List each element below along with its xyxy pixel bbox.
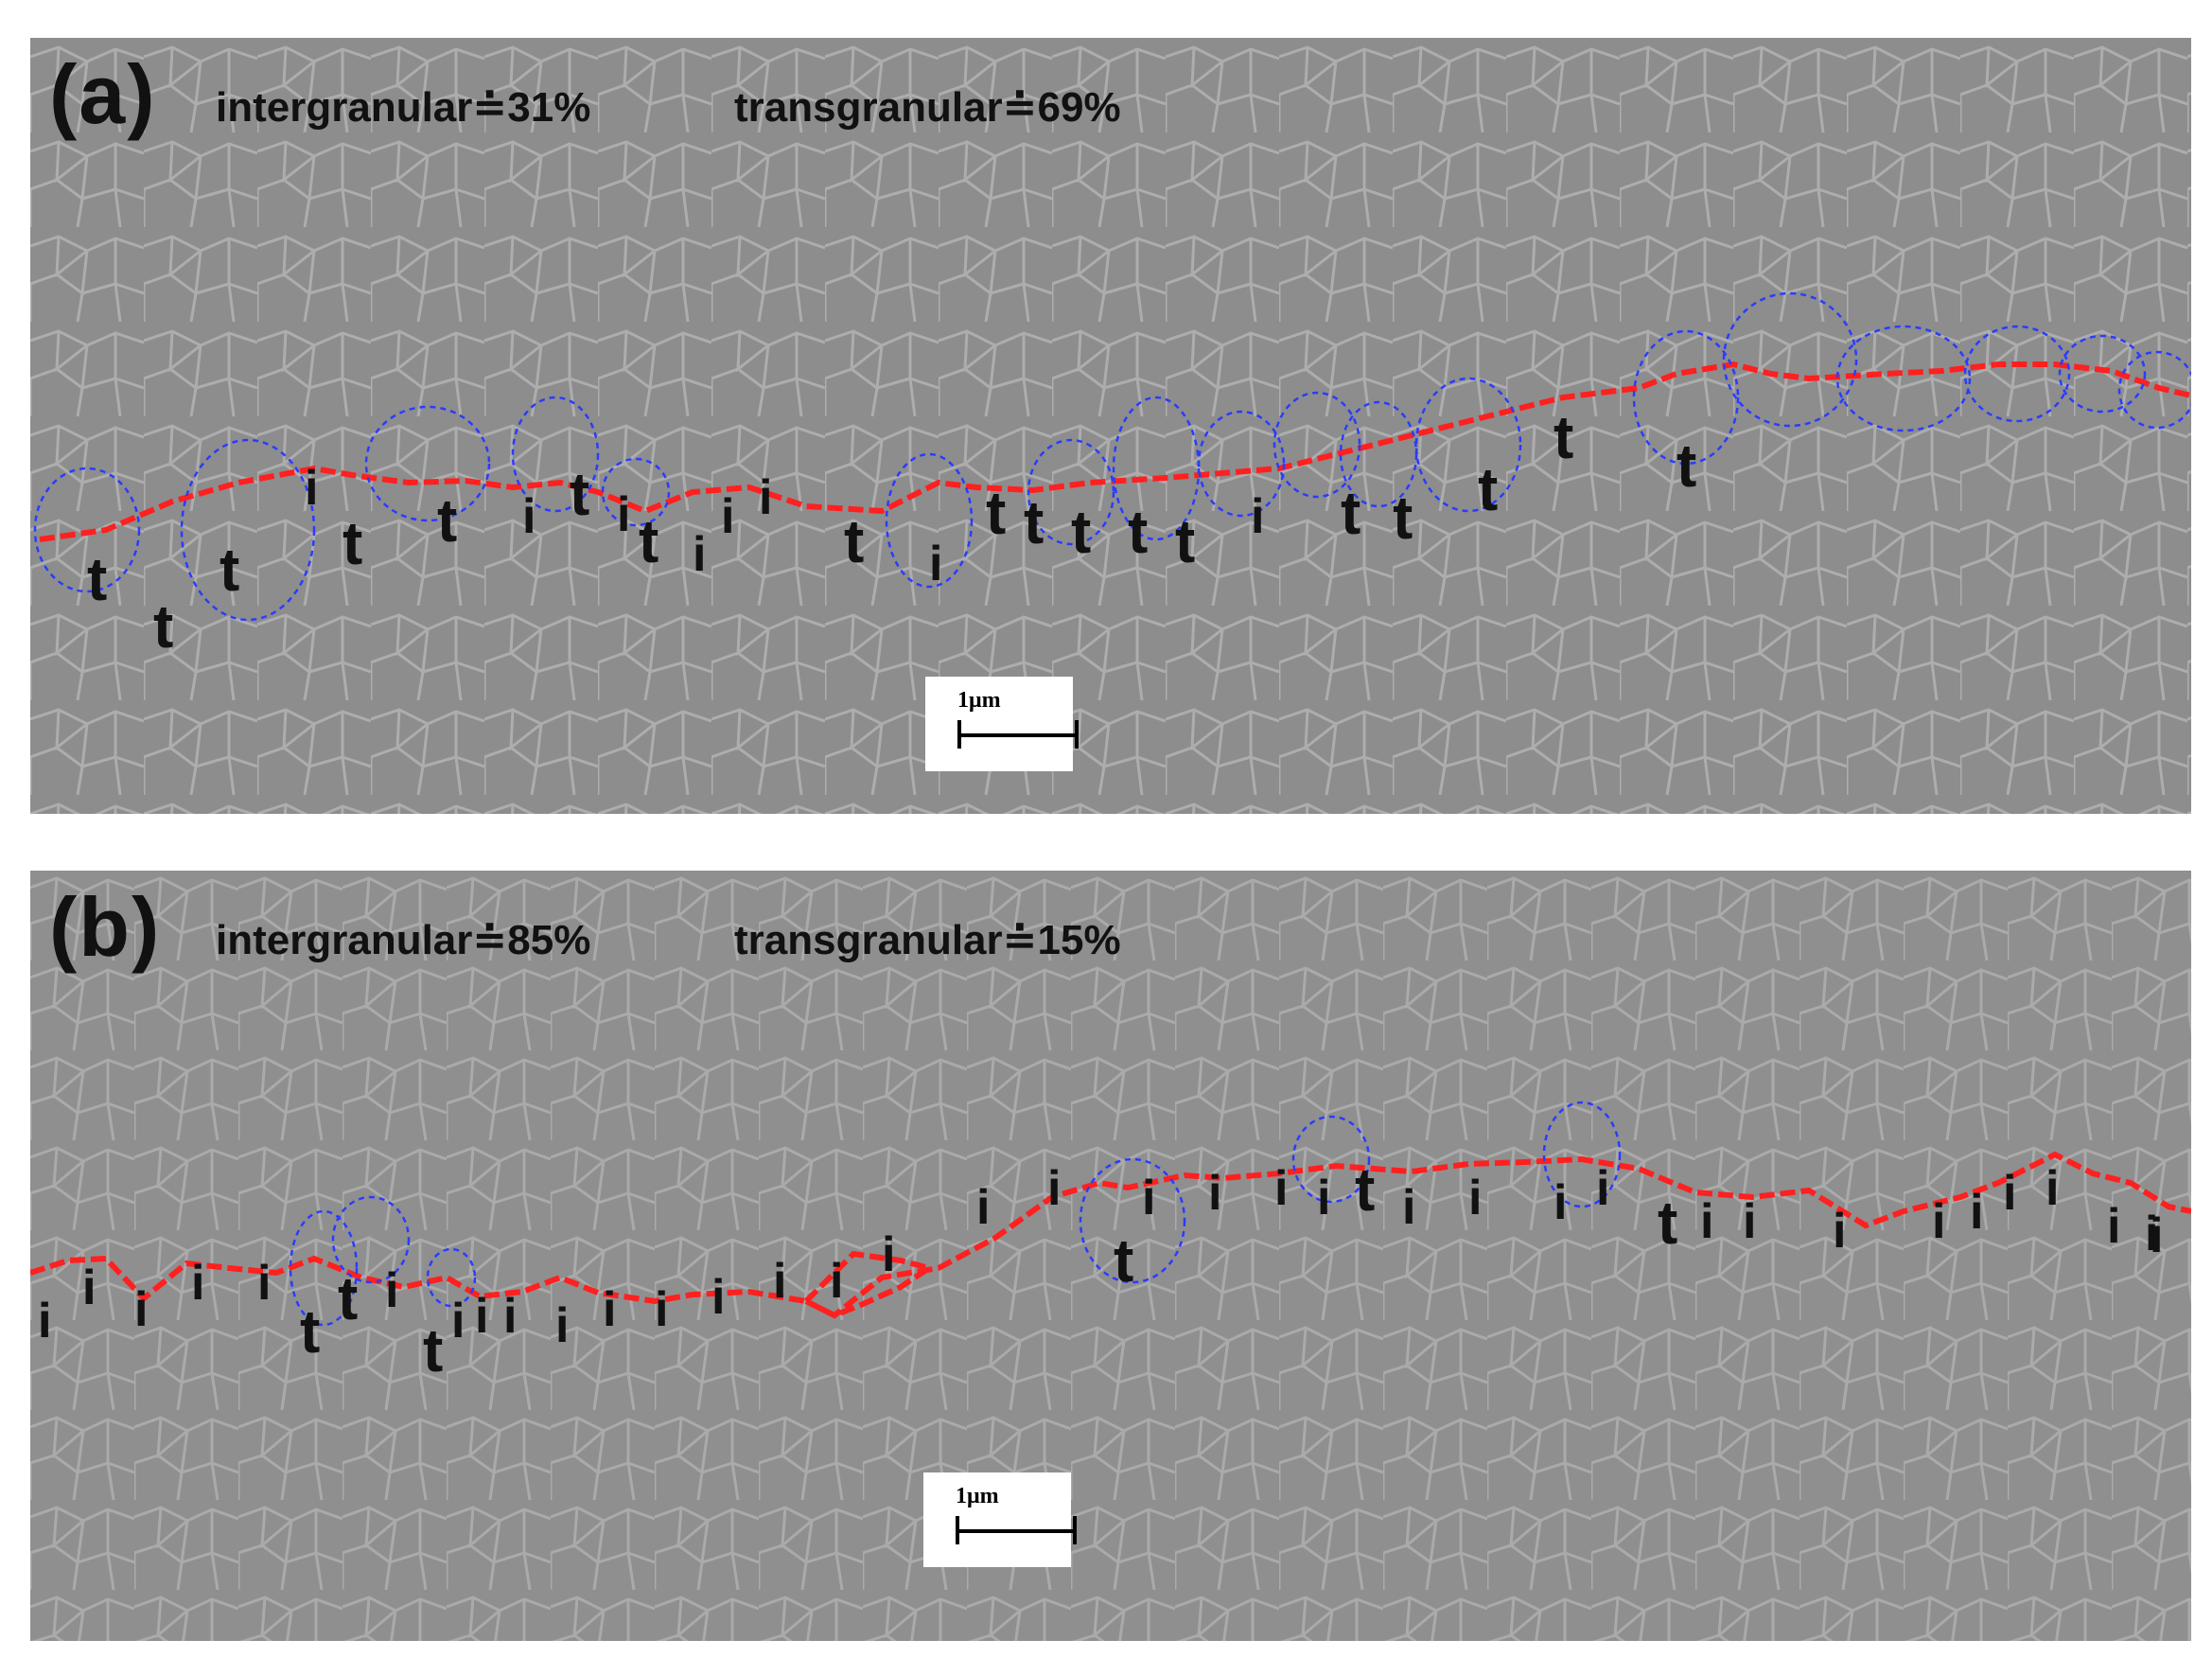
intergranular-label: i — [475, 1289, 489, 1344]
intergranular-label: i — [385, 1263, 399, 1318]
scale-bar-cap-left-a — [957, 720, 961, 749]
transgranular-label: t — [1071, 498, 1092, 566]
intergranular-label: i — [617, 487, 631, 542]
intergranular-label: i — [976, 1180, 991, 1235]
transgranular-label: t — [1024, 488, 1045, 556]
intergranular-label: i — [257, 1256, 272, 1311]
scale-bar-label-b: 1μm — [956, 1484, 999, 1508]
grain-outlines-b — [289, 1101, 1622, 1327]
intergranular-label: i — [603, 1282, 617, 1337]
transgranular-label: t — [1355, 1155, 1376, 1224]
transgranular-percentage-a: transgranular≐69% — [734, 84, 1121, 131]
intergranular-label: i — [1970, 1185, 1984, 1240]
transgranular-label: t — [1128, 498, 1149, 566]
transgranular-label: t — [1677, 432, 1697, 500]
transgranular-label: t — [300, 1297, 321, 1366]
intergranular-label: i — [1142, 1171, 1156, 1225]
intergranular-label: i — [2045, 1161, 2060, 1216]
intergranular-label: i — [830, 1254, 844, 1309]
transgranular-label: t — [844, 507, 865, 575]
intergranular-label: i — [1833, 1204, 1847, 1259]
panel-letter-a: (a) — [49, 47, 157, 141]
intergranular-label: i — [1743, 1194, 1757, 1249]
intergranular-label: i — [773, 1254, 787, 1309]
scale-bar-cap-right-a — [1075, 720, 1079, 749]
panel-b: (b) intergranular≐85% transgranular≐15% … — [30, 871, 2191, 1641]
transgranular-label: t — [153, 592, 174, 661]
scale-bar-label-a: 1μm — [957, 688, 1001, 713]
crack-path-a — [39, 361, 2191, 542]
transgranular-label: t — [1341, 479, 1361, 547]
scale-bar-line-b — [957, 1529, 1077, 1533]
transgranular-label: t — [639, 507, 659, 575]
sem-image-b — [30, 871, 2191, 1641]
transgranular-label: t — [437, 486, 458, 555]
intergranular-label: i — [522, 489, 536, 544]
intergranular-percentage-a: intergranular≐31% — [216, 84, 591, 131]
transgranular-label: t — [986, 479, 1007, 547]
intergranular-label: i — [721, 489, 735, 544]
intergranular-label: i — [503, 1289, 518, 1344]
scale-bar-cap-right-b — [1073, 1516, 1077, 1544]
intergranular-label: i — [655, 1282, 669, 1337]
intergranular-label: i — [1251, 489, 1265, 544]
intergranular-label: i — [2003, 1166, 2017, 1221]
intergranular-label: i — [1047, 1161, 1062, 1216]
transgranular-label: t — [1175, 507, 1196, 575]
crack-branch-b — [803, 1250, 937, 1319]
scale-bar-cap-left-b — [956, 1516, 959, 1544]
scale-bar-a: 1μm — [925, 677, 1079, 771]
intergranular-label: i — [2145, 1207, 2159, 1261]
intergranular-label: i — [38, 1294, 52, 1349]
intergranular-label: i — [134, 1282, 149, 1337]
crack-path-b — [30, 1151, 2191, 1319]
intergranular-label: i — [1932, 1194, 1946, 1249]
sem-image-a — [30, 38, 2191, 814]
intergranular-label: i — [1468, 1171, 1483, 1225]
transgranular-label: t — [338, 1264, 359, 1332]
panel-letter-b: (b) — [49, 880, 162, 974]
transgranular-label: t — [87, 545, 108, 613]
transgranular-label: t — [219, 536, 240, 604]
scale-bar-line-a — [959, 733, 1079, 737]
intergranular-label: i — [1402, 1180, 1416, 1235]
intergranular-label: i — [2107, 1199, 2121, 1254]
intergranular-label: i — [82, 1261, 97, 1315]
intergranular-label: i — [711, 1270, 726, 1325]
panel-a: (a) intergranular≐31% transgranular≐69% … — [30, 38, 2191, 814]
intergranular-label: i — [38, 1294, 52, 1349]
transgranular-label: t — [1658, 1189, 1678, 1257]
intergranular-label: i — [1596, 1161, 1610, 1216]
grain-outlines-a — [33, 291, 2191, 622]
intergranular-label: i — [1208, 1166, 1222, 1221]
intergranular-label: i — [2150, 1208, 2164, 1263]
intergranular-label: i — [1554, 1175, 1568, 1230]
transgranular-label: t — [1478, 455, 1499, 523]
intergranular-label: i — [1700, 1194, 1714, 1249]
scale-bar-b: 1μm — [923, 1472, 1077, 1567]
intergranular-label: i — [451, 1294, 465, 1349]
intergranular-label: i — [1317, 1171, 1331, 1225]
intergranular-label: i — [929, 537, 943, 591]
intergranular-label: i — [305, 461, 319, 516]
intergranular-percentage-b: intergranular≐85% — [216, 917, 591, 963]
intergranular-label: i — [759, 470, 773, 525]
intergranular-label: i — [82, 1261, 97, 1315]
intergranular-label: i — [555, 1298, 570, 1353]
intergranular-label: i — [693, 527, 707, 582]
intergranular-label: i — [191, 1256, 205, 1311]
intergranular-label: i — [1274, 1161, 1289, 1216]
transgranular-label: t — [423, 1316, 444, 1384]
transgranular-label: t — [570, 460, 590, 528]
transgranular-label: t — [342, 509, 363, 577]
transgranular-label: t — [1393, 484, 1413, 552]
transgranular-percentage-b: transgranular≐15% — [734, 917, 1121, 963]
intergranular-label: i — [882, 1227, 896, 1282]
transgranular-label: t — [1554, 403, 1574, 471]
transgranular-label: t — [1114, 1226, 1134, 1295]
